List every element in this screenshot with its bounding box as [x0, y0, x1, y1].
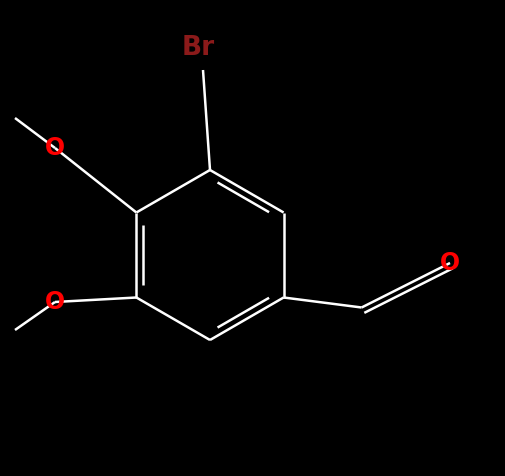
Text: O: O	[440, 251, 460, 275]
Text: Br: Br	[181, 35, 215, 61]
Text: O: O	[45, 290, 65, 314]
Text: O: O	[45, 136, 65, 160]
